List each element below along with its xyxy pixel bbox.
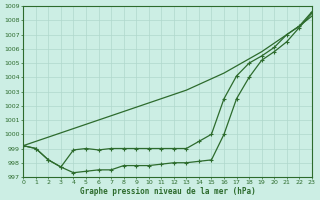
X-axis label: Graphe pression niveau de la mer (hPa): Graphe pression niveau de la mer (hPa) [80, 187, 255, 196]
